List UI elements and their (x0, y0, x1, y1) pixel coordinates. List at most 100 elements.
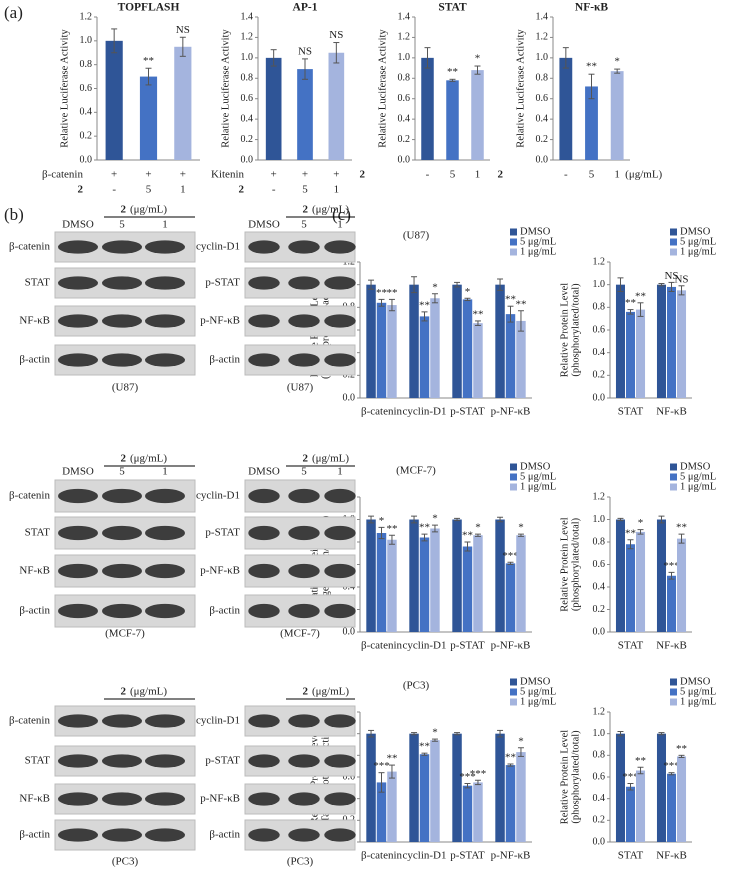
significance: *** (373, 760, 390, 772)
bar (677, 290, 687, 398)
blot-band (58, 603, 98, 619)
dose-compound: 2 (121, 686, 127, 698)
legend-swatch (670, 483, 677, 491)
legend-swatch (510, 483, 517, 491)
error-bar (464, 541, 471, 552)
blot-row-label: β-actin (209, 829, 240, 841)
blot-band (145, 792, 185, 806)
bar (421, 57, 434, 160)
legend-swatch (510, 463, 517, 471)
legend-swatch (510, 688, 517, 696)
blot-band (324, 240, 356, 254)
bar (505, 314, 516, 398)
y-tick-label: 1.0 (593, 514, 606, 525)
y-axis-label: Relative Luciferase Activity (59, 29, 70, 148)
y-axis-label: Relative Protein Level (559, 730, 570, 825)
blot-band (145, 276, 185, 290)
error-bar (449, 78, 456, 82)
error-bar (507, 561, 514, 565)
error-bar (388, 298, 395, 312)
bar (505, 563, 516, 632)
y-tick-label: 0.4 (536, 113, 549, 124)
lane-label: 1 (162, 466, 168, 478)
y-tick-label: 1.2 (536, 32, 549, 43)
error-bar (431, 738, 438, 742)
category-label-title: 2 (78, 184, 84, 196)
blot-band (324, 828, 356, 842)
error-bar (627, 783, 634, 791)
y-axis-label: (phosphorylated/total) (570, 517, 581, 611)
significance: ** (676, 743, 687, 755)
x-tick-label: NF-κB (656, 640, 687, 652)
bar (495, 519, 505, 632)
bar (297, 69, 313, 160)
dose-unit: (μg/mL) (312, 453, 349, 465)
y-tick-label: 0.2 (593, 815, 606, 826)
row-value: + (111, 169, 117, 181)
legend-label: 5 μg/mL (520, 471, 556, 482)
blot-row-label: β-actin (19, 605, 50, 617)
bar (677, 538, 687, 632)
y-tick-label: 0.0 (593, 836, 606, 847)
y-tick-label: 0.6 (593, 771, 606, 782)
error-bar (454, 517, 461, 522)
row-label: β-catenin (42, 169, 84, 181)
blot-band (248, 488, 280, 504)
legend-label: 1 μg/mL (680, 696, 716, 707)
significance: * (475, 53, 481, 65)
significance: ** (376, 287, 387, 299)
error-bar (637, 302, 644, 317)
y-tick-label: 0.2 (593, 370, 606, 381)
error-bar (627, 309, 634, 315)
y-tick-label: 1.4 (398, 11, 411, 22)
lane-label: DMSO (248, 466, 280, 478)
x-tick-label: p-NF-κB (491, 850, 531, 862)
blot-band (288, 353, 320, 367)
x-tick-label: 5 (302, 184, 308, 196)
bar (419, 537, 430, 632)
bar (495, 733, 505, 842)
error-bar (388, 534, 395, 545)
significance: * (475, 522, 481, 534)
blot-band (248, 603, 280, 619)
error-bar (431, 293, 438, 304)
y-tick-label: 1.0 (593, 728, 606, 739)
blot-band (58, 314, 98, 328)
lane-label: 1 (337, 466, 343, 478)
blot-band (145, 714, 185, 728)
blot-row-label: β-actin (209, 354, 240, 366)
error-bar (368, 279, 375, 290)
legend-swatch (510, 228, 517, 236)
bar (677, 756, 687, 842)
bar (462, 546, 473, 632)
blot-row-label: β-actin (209, 605, 240, 617)
blot-band (58, 240, 98, 254)
y-tick-label: 0.2 (536, 134, 549, 145)
legend-label: DMSO (520, 226, 551, 237)
y-tick-label: 0.4 (593, 581, 606, 592)
bar (462, 299, 473, 398)
x-tick-label: NF-κB (656, 406, 687, 418)
bar (625, 311, 636, 398)
blot-band (102, 714, 142, 728)
blot-band (248, 314, 280, 328)
error-bar (474, 533, 481, 537)
chart-title: (U87) (403, 230, 430, 242)
legend-swatch (510, 248, 517, 256)
dose-compound: 2 (303, 686, 309, 698)
lane-label: 5 (119, 219, 125, 231)
error-bar (411, 515, 418, 524)
dose-unit: (μg/mL) (130, 204, 167, 216)
significance: ** (462, 530, 473, 542)
significance: * (432, 281, 438, 293)
bar (452, 519, 462, 632)
bar (615, 519, 625, 632)
blot-band (102, 754, 142, 768)
cell-line-caption: (U87) (112, 382, 139, 394)
legend-label: 5 μg/mL (520, 236, 556, 247)
significance: *** (663, 560, 680, 572)
significance: ** (625, 527, 636, 539)
y-tick-label: 0.8 (593, 750, 606, 761)
bar (516, 752, 526, 842)
y-tick-label: 1.4 (536, 11, 549, 22)
